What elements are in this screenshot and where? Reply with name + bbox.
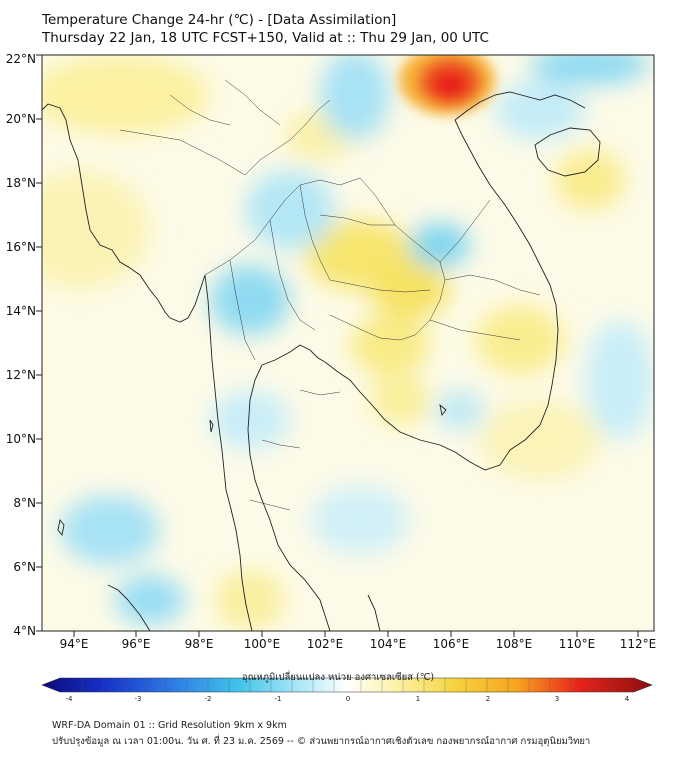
province-borders [119, 79, 541, 511]
lat-label: 18°N [6, 176, 36, 190]
colorbar-tick: -3 [135, 695, 142, 703]
lat-label: 16°N [6, 240, 36, 254]
chart-subtitle: Thursday 22 Jan, 18 UTC FCST+150, Valid … [42, 30, 489, 46]
footer-model-info: WRF-DA Domain 01 :: Grid Resolution 9km … [52, 720, 287, 731]
colorbar-tick: 2 [486, 695, 490, 703]
colorbar-tick: 0 [346, 695, 350, 703]
lat-label: 14°N [6, 304, 36, 318]
colorbar-tick: 4 [625, 695, 630, 703]
lon-label: 102°E [307, 637, 344, 651]
lat-label: 20°N [6, 112, 36, 126]
coastlines [42, 91, 601, 631]
lon-axis: 94°E 96°E 98°E 100°E 102°E 104°E 106°E 1… [60, 631, 657, 651]
lat-label: 12°N [6, 368, 36, 382]
map-frame [41, 54, 655, 632]
colorbar-tick: -4 [66, 695, 74, 703]
colorbar-ticks: -4 -3 -2 -1 0 1 2 3 4 [66, 695, 630, 703]
colorbar: -4 -3 -2 -1 0 1 2 3 4 [41, 677, 653, 703]
lat-label: 6°N [13, 560, 36, 574]
lat-label: 8°N [13, 496, 36, 510]
lon-label: 112°E [620, 637, 657, 651]
lon-label: 110°E [559, 637, 596, 651]
colorbar-title: อุณหภูมิเปลี่ยนแปลง หน่วย องศาเซลเซียส (… [241, 672, 435, 683]
colorbar-segments [81, 678, 614, 692]
colorbar-bar [41, 677, 653, 693]
colorbar-tick: -1 [275, 695, 282, 703]
colorbar-tick: -2 [205, 695, 212, 703]
lat-label: 10°N [6, 432, 36, 446]
lon-label: 106°E [433, 637, 470, 651]
lat-label: 4°N [13, 624, 36, 638]
colorbar-tick: 3 [555, 695, 559, 703]
lon-label: 100°E [244, 637, 281, 651]
colorbar-tick: 1 [416, 695, 420, 703]
footer-credit: ปรับปรุงข้อมูล ณ เวลา 01:00น. วัน ศ. ที่… [52, 736, 591, 747]
lon-label: 98°E [185, 637, 214, 651]
lon-label: 94°E [60, 637, 89, 651]
lon-label: 96°E [122, 637, 151, 651]
temperature-field [42, 55, 654, 631]
lat-axis: 4°N 6°N 8°N 10°N 12°N 14°N 16°N 18°N 20°… [6, 52, 42, 638]
lon-label: 104°E [370, 637, 407, 651]
chart-title: Temperature Change 24-hr (℃) - [Data Ass… [42, 12, 397, 28]
lon-label: 108°E [496, 637, 533, 651]
lat-label: 22°N [6, 52, 36, 66]
